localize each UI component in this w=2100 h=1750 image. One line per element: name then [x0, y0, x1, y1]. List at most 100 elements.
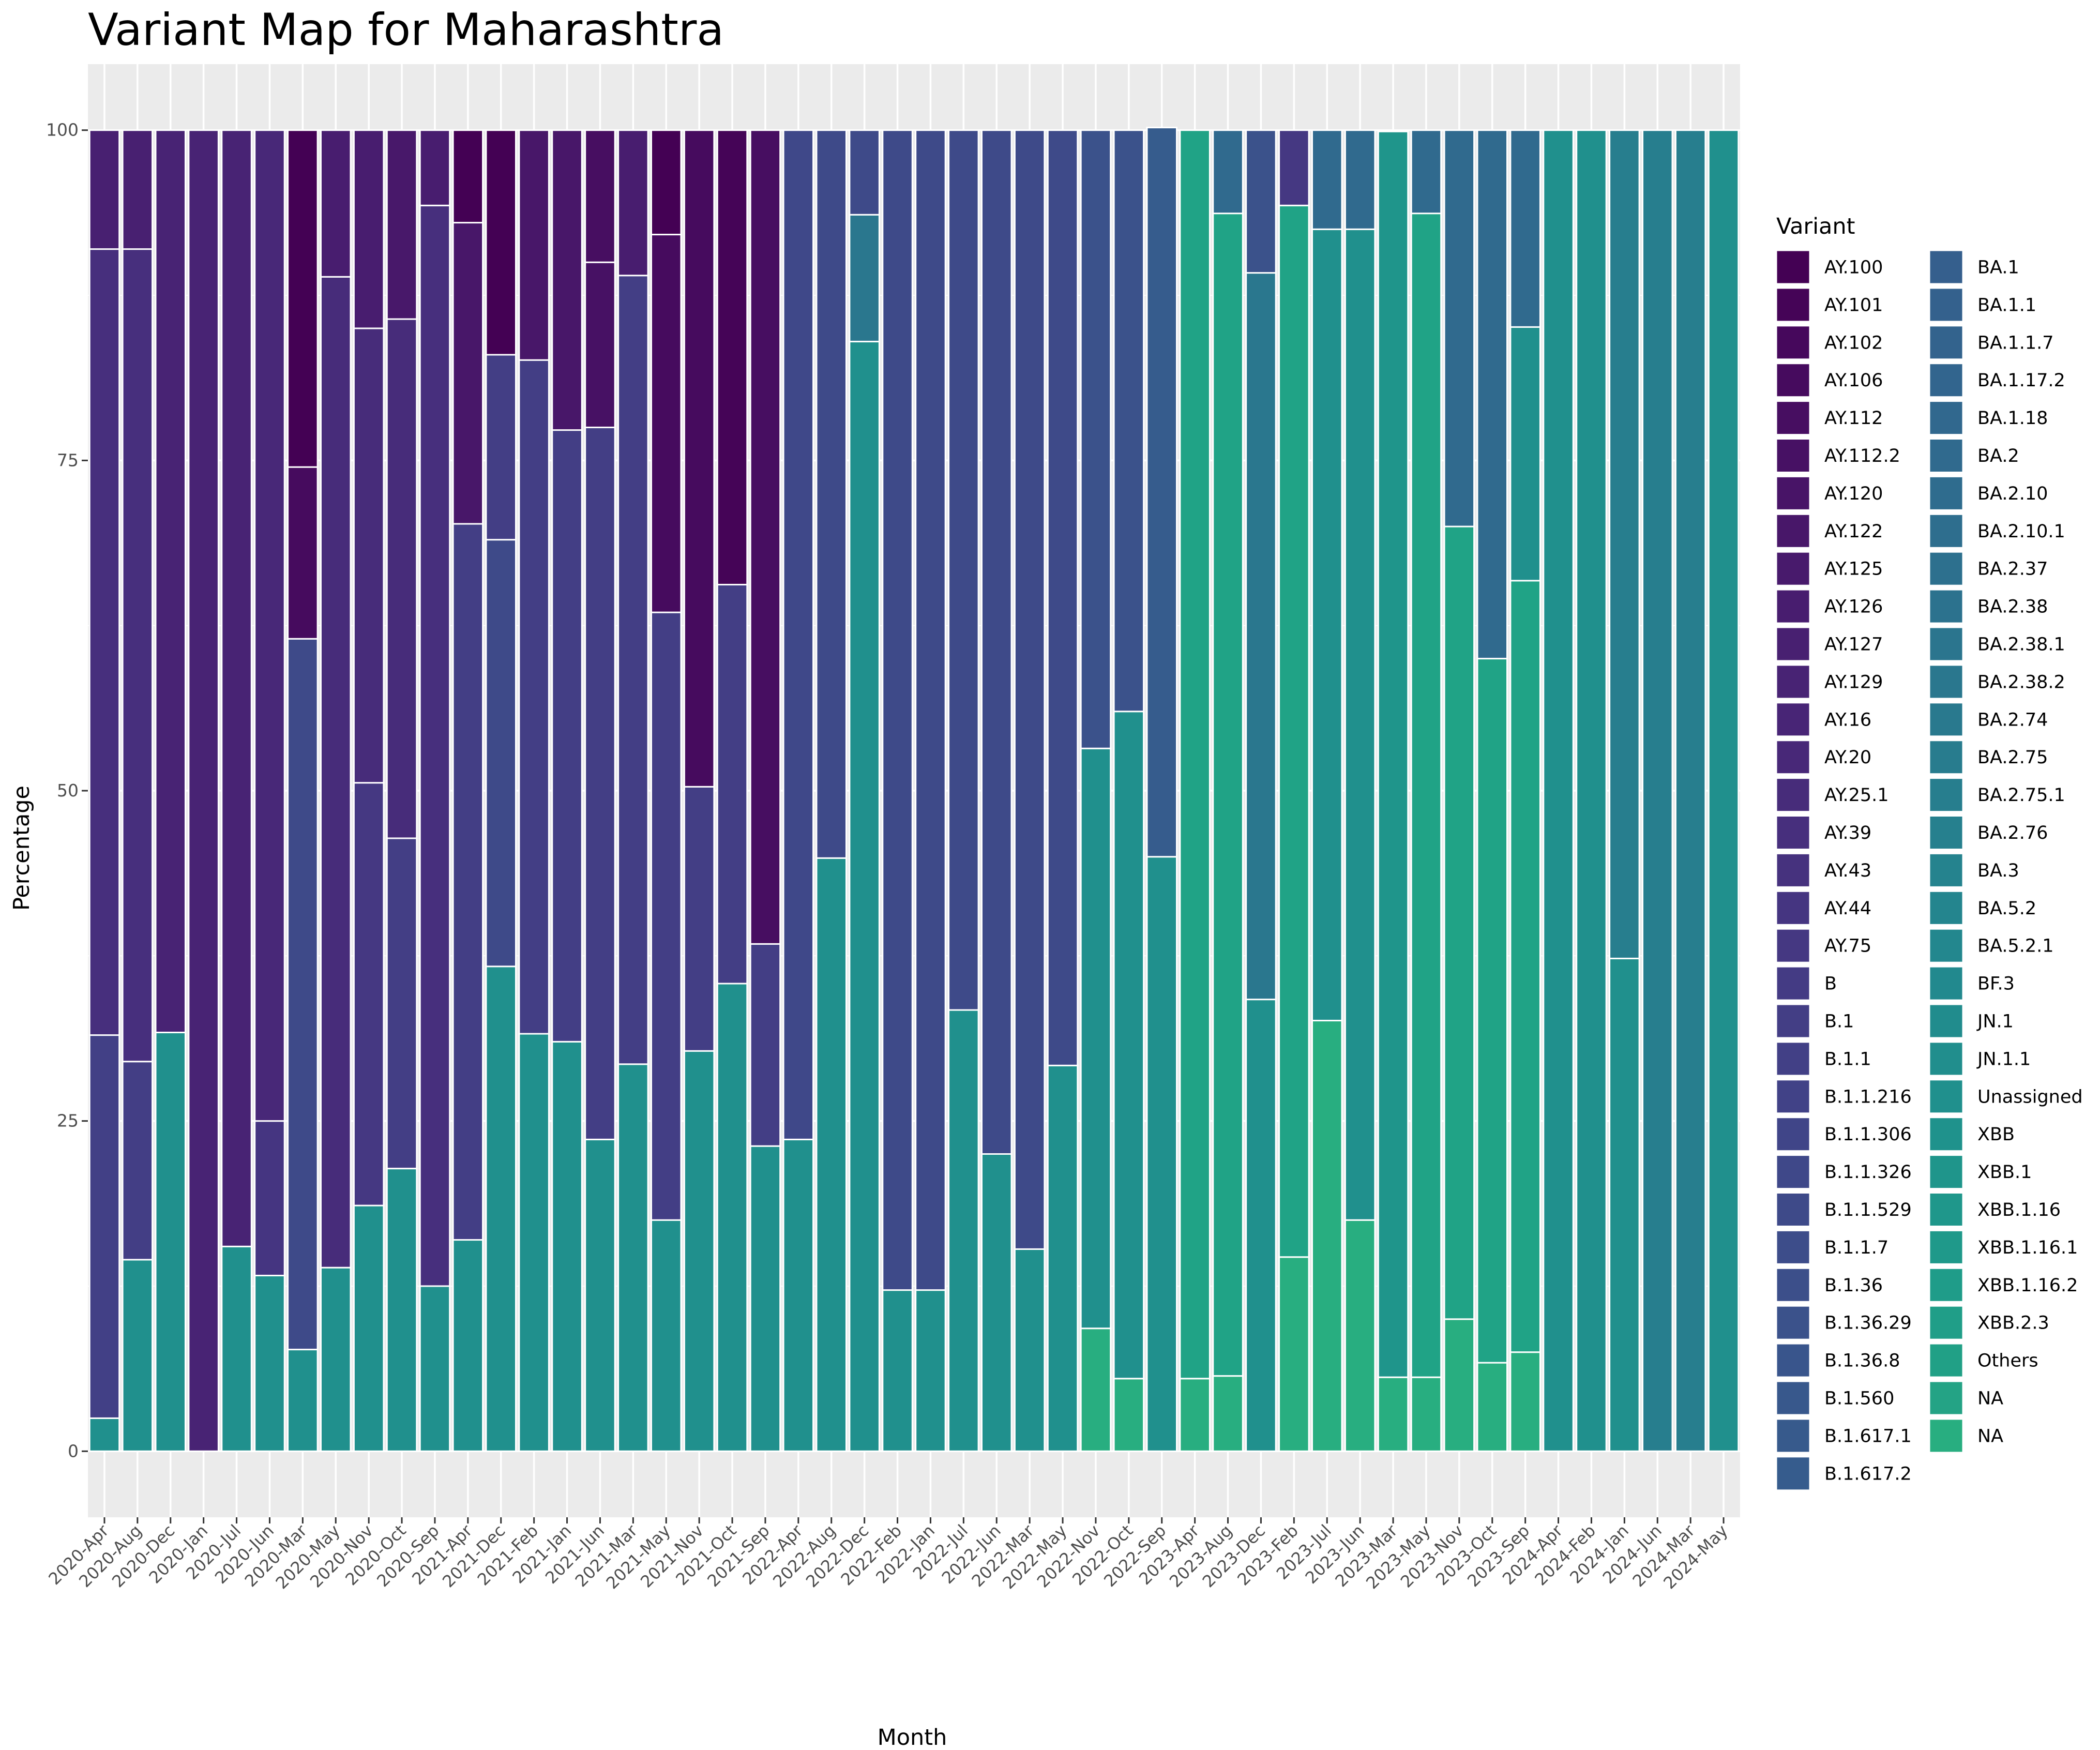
legend-key	[1775, 287, 1811, 323]
legend-key	[1928, 1342, 1964, 1378]
bar-segment	[1443, 1318, 1475, 1452]
bar-segment	[1212, 1375, 1244, 1452]
bar-segment	[1509, 326, 1541, 582]
legend-label: BA.3	[1977, 861, 2019, 881]
legend-label: BA.2.75.1	[1977, 785, 2065, 806]
legend-key	[1928, 1380, 1964, 1416]
legend-key	[1928, 363, 1964, 398]
bar-segment	[584, 129, 616, 263]
legend-label: B.1	[1824, 1012, 1854, 1032]
legend-label: AY.112.2	[1824, 446, 1900, 466]
bar-segment	[1047, 129, 1079, 1066]
legend-key	[1775, 702, 1811, 737]
bar-segment	[122, 1259, 154, 1452]
bar-segment	[88, 248, 120, 1036]
legend-label: B.1.1.529	[1824, 1200, 1912, 1220]
chart-title: Variant Map for Maharashtra	[88, 4, 724, 56]
legend-key	[1775, 1380, 1811, 1416]
legend-key	[1775, 589, 1811, 624]
bar-segment	[254, 1275, 285, 1452]
legend-label: BA.2.74	[1977, 710, 2048, 730]
bar-segment	[88, 1417, 120, 1452]
legend-key	[1928, 626, 1964, 662]
y-axis-title: Percentage	[9, 786, 35, 911]
legend-key	[1775, 965, 1811, 1001]
legend-key	[1928, 551, 1964, 586]
bar-segment	[1113, 129, 1145, 713]
legend-label: AY.44	[1824, 898, 1871, 919]
bar-segment	[1047, 1064, 1079, 1452]
bar-segment	[849, 129, 880, 216]
legend-label: AY.20	[1824, 747, 1871, 768]
bar-segment	[386, 837, 418, 1170]
bar-segment	[1212, 129, 1244, 215]
bar-segment	[1311, 1019, 1343, 1452]
legend-key	[1775, 1267, 1811, 1303]
bar-segment	[1674, 129, 1706, 1452]
bar-segment	[188, 129, 219, 1452]
bar-segment	[1014, 129, 1046, 1250]
bar-segment	[1609, 129, 1640, 959]
bar-segment	[1410, 129, 1442, 215]
legend-key	[1928, 1079, 1964, 1114]
legend-label: BA.1	[1977, 258, 2019, 278]
bar-segment	[650, 611, 682, 1221]
legend-key	[1928, 513, 1964, 549]
bar-segment	[419, 1285, 451, 1452]
legend-label: BA.2	[1977, 446, 2019, 466]
bar-segment	[452, 222, 484, 525]
bar-segment	[122, 129, 154, 250]
bar-segment	[1509, 580, 1541, 1353]
bar-segment	[980, 129, 1013, 1155]
bar-segment	[815, 857, 848, 1452]
legend-key	[1775, 1192, 1811, 1227]
bar-segment	[1443, 129, 1475, 527]
legend-label: XBB.1.16.2	[1977, 1275, 2078, 1296]
legend-label: AY.112	[1824, 408, 1883, 429]
bar-segment	[617, 1063, 649, 1452]
bar-segment	[1476, 1362, 1508, 1452]
bar-segment	[551, 1040, 583, 1452]
bar-segment	[155, 1031, 187, 1452]
legend-label: B.1.617.1	[1824, 1426, 1912, 1446]
legend-label: AY.39	[1824, 823, 1871, 843]
legend: Variant AY.100 AY.101 AY.102 AY.106 AY.112 AY…	[1775, 214, 2083, 1491]
legend-label: B.1.1.326	[1824, 1162, 1912, 1183]
legend-key	[1775, 664, 1811, 700]
bar-segment	[419, 129, 451, 206]
bar-segment	[353, 1204, 385, 1452]
bar-segment	[1410, 213, 1442, 1378]
legend-key	[1928, 589, 1964, 624]
legend-key	[1928, 852, 1964, 888]
legend-key	[1775, 325, 1811, 360]
bar-segment	[1278, 1256, 1310, 1452]
legend-key	[1775, 1079, 1811, 1114]
bar-segment	[849, 214, 880, 342]
bar-segment	[948, 1009, 979, 1452]
bar-segment	[1245, 999, 1277, 1452]
legend-key	[1928, 928, 1964, 963]
bar-segment	[882, 129, 913, 1291]
bar-segment	[254, 129, 285, 1122]
bar-segment	[287, 129, 319, 468]
bar-segment	[518, 359, 550, 1035]
legend-label: BF.3	[1977, 974, 2015, 994]
legend-key	[1928, 1154, 1964, 1190]
bar-segment	[518, 1033, 550, 1452]
legend-key	[1775, 551, 1811, 586]
legend-key	[1928, 1041, 1964, 1077]
bar-segment	[749, 129, 781, 945]
bar-segment	[1377, 130, 1409, 1378]
legend-key	[1775, 740, 1811, 775]
bar-segment	[749, 943, 781, 1147]
legend-label: AY.101	[1824, 295, 1883, 315]
legend-label: AY.127	[1824, 635, 1883, 655]
bar-segment	[1278, 204, 1310, 1258]
y-tick-label: 75	[57, 450, 79, 470]
bar-segment	[122, 1061, 154, 1261]
legend-label: BA.1.17.2	[1977, 370, 2065, 391]
legend-label: BA.1.1	[1977, 295, 2036, 315]
legend-label: AY.106	[1824, 370, 1883, 391]
bar-segment	[551, 129, 583, 431]
legend-title: Variant	[1776, 214, 1855, 239]
